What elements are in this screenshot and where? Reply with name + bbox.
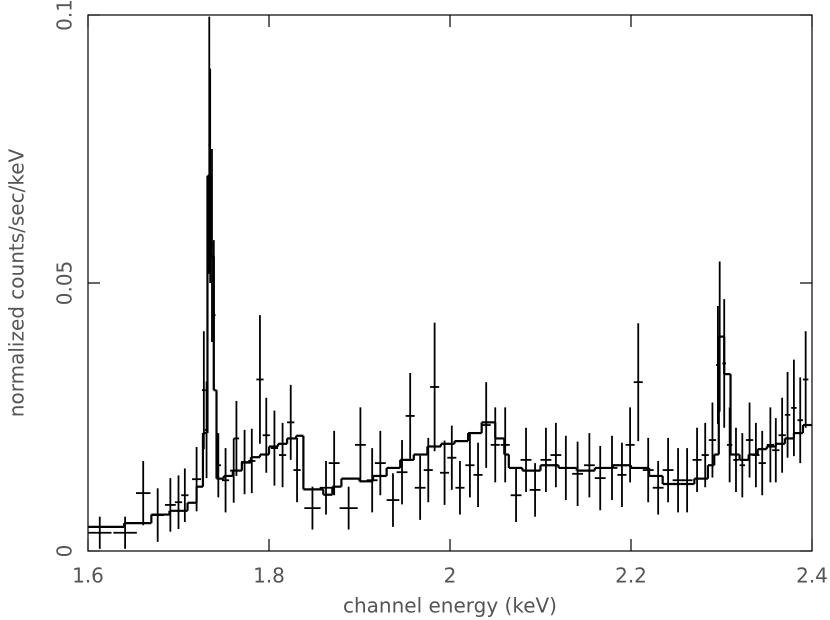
x-tick-label: 2.2 <box>615 564 647 588</box>
y-tick-label: 0.1 <box>53 0 77 31</box>
x-tick-label: 1.8 <box>253 564 285 588</box>
x-tick-label: 2.4 <box>796 564 828 588</box>
x-axis-title: channel energy (keV) <box>343 594 557 618</box>
x-tick-label: 1.6 <box>72 564 104 588</box>
y-tick-label: 0 <box>53 545 77 558</box>
y-axis-title: normalized counts/sec/keV <box>5 148 29 417</box>
y-tick-label: 0.05 <box>53 261 77 306</box>
x-tick-label: 2 <box>444 564 457 588</box>
